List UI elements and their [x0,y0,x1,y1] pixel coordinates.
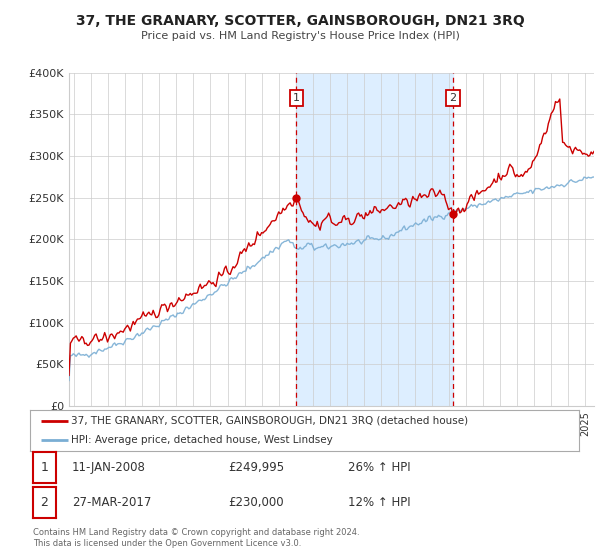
Text: 26% ↑ HPI: 26% ↑ HPI [348,461,410,474]
Text: 2: 2 [40,496,49,509]
Text: £249,995: £249,995 [228,461,284,474]
Bar [296,73,453,406]
Text: 27-MAR-2017: 27-MAR-2017 [72,496,151,509]
Text: 37, THE GRANARY, SCOTTER, GAINSBOROUGH, DN21 3RQ: 37, THE GRANARY, SCOTTER, GAINSBOROUGH, … [76,14,524,28]
Text: 2: 2 [449,93,457,103]
Text: £230,000: £230,000 [228,496,284,509]
Text: 1: 1 [40,461,49,474]
Text: Contains HM Land Registry data © Crown copyright and database right 2024.
This d: Contains HM Land Registry data © Crown c… [33,528,359,548]
Text: 12% ↑ HPI: 12% ↑ HPI [348,496,410,509]
Text: 1: 1 [293,93,300,103]
Text: 37, THE GRANARY, SCOTTER, GAINSBOROUGH, DN21 3RQ (detached house): 37, THE GRANARY, SCOTTER, GAINSBOROUGH, … [71,416,469,426]
Text: Price paid vs. HM Land Registry's House Price Index (HPI): Price paid vs. HM Land Registry's House … [140,31,460,41]
Text: HPI: Average price, detached house, West Lindsey: HPI: Average price, detached house, West… [71,435,333,445]
Text: 11-JAN-2008: 11-JAN-2008 [72,461,146,474]
